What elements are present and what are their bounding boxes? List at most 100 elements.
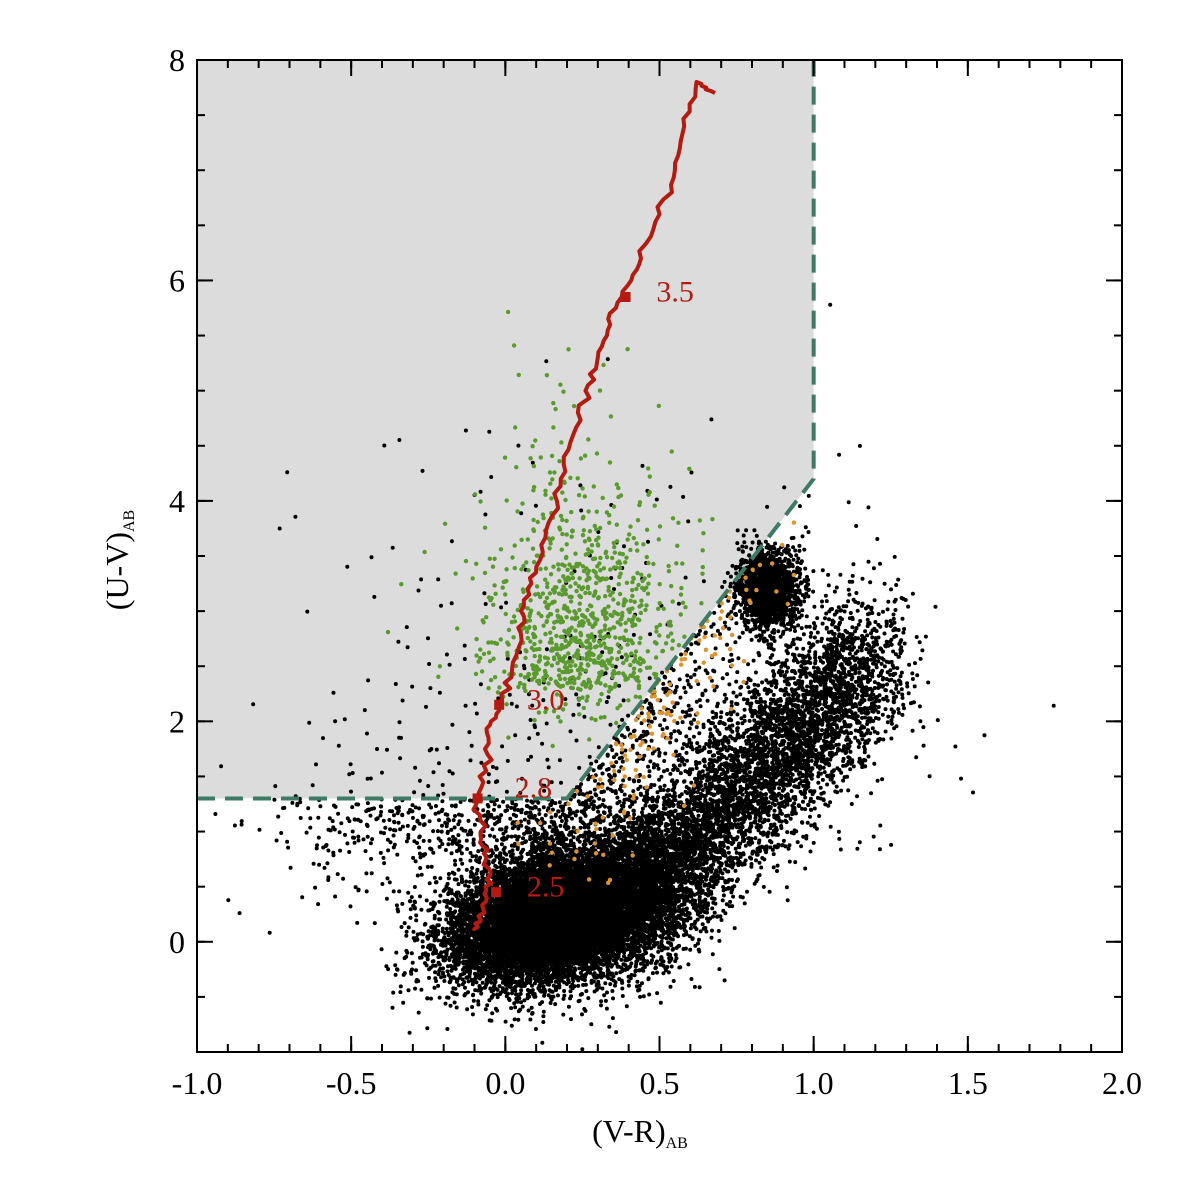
- field-point: [427, 819, 432, 824]
- field-point: [408, 915, 413, 920]
- field-point: [422, 922, 427, 927]
- field-point: [273, 784, 278, 789]
- field-point: [638, 994, 643, 999]
- field-point: [896, 710, 901, 715]
- field-point: [540, 1040, 545, 1045]
- field-point: [854, 591, 859, 595]
- field-point: [553, 1002, 558, 1007]
- field-point: [676, 601, 681, 606]
- field-point: [571, 712, 576, 717]
- field-point: [451, 818, 456, 823]
- field-point: [847, 592, 852, 597]
- field-point: [752, 528, 757, 533]
- field-point: [757, 838, 762, 843]
- field-point: [835, 725, 840, 730]
- field-point: [347, 772, 352, 777]
- field-point: [889, 842, 894, 847]
- field-point: [689, 651, 694, 656]
- field-point: [528, 1017, 533, 1022]
- field-point: [680, 720, 685, 725]
- field-point: [557, 800, 562, 805]
- field-point: [906, 604, 911, 609]
- field-point: [407, 1030, 412, 1035]
- field-point: [610, 989, 615, 993]
- field-point: [579, 508, 584, 513]
- field-point: [516, 1017, 521, 1022]
- field-point: [413, 765, 418, 770]
- field-point: [298, 816, 303, 820]
- field-point: [446, 876, 451, 881]
- field-point: [520, 1004, 525, 1009]
- field-point: [410, 815, 415, 820]
- field-point: [722, 579, 727, 584]
- field-point: [492, 802, 497, 807]
- field-point: [442, 979, 447, 983]
- field-point: [478, 1059, 482, 1063]
- field-point: [686, 703, 691, 708]
- field-point: [300, 895, 305, 900]
- field-point: [524, 839, 528, 844]
- field-point: [668, 771, 673, 776]
- field-point: [390, 545, 395, 550]
- field-point: [703, 688, 708, 693]
- field-point: [873, 620, 878, 624]
- field-point: [656, 766, 661, 771]
- field-point: [726, 850, 731, 855]
- field-point: [490, 994, 494, 999]
- field-point: [735, 541, 740, 546]
- field-point: [771, 865, 776, 870]
- field-point: [720, 585, 725, 589]
- field-point: [424, 898, 429, 903]
- field-point: [342, 717, 347, 722]
- field-point: [894, 583, 899, 587]
- field-point: [404, 839, 409, 844]
- field-point: [858, 619, 863, 623]
- field-point: [820, 604, 825, 609]
- field-point: [910, 677, 915, 681]
- field-point: [825, 782, 830, 787]
- field-point: [573, 813, 578, 818]
- field-point: [834, 585, 839, 590]
- field-point: [662, 674, 667, 679]
- field-point: [387, 818, 392, 822]
- field-point: [727, 659, 732, 663]
- field-point: [364, 871, 369, 876]
- field-point: [419, 987, 424, 992]
- field-point: [356, 888, 361, 893]
- field-point: [878, 561, 882, 566]
- field-point: [689, 977, 694, 981]
- field-point: [747, 690, 752, 695]
- field-point: [345, 841, 350, 846]
- field-point: [427, 975, 431, 980]
- field-point: [452, 1000, 457, 1005]
- field-point: [725, 642, 729, 647]
- field-point: [820, 707, 824, 711]
- field-point: [454, 992, 459, 997]
- field-point: [796, 623, 801, 628]
- field-point: [900, 692, 905, 697]
- field-point: [658, 1000, 663, 1005]
- field-point: [316, 815, 321, 820]
- field-point: [526, 1008, 531, 1013]
- field-point: [385, 876, 390, 881]
- field-point: [449, 601, 454, 606]
- field-point: [307, 720, 312, 725]
- field-point: [482, 591, 487, 596]
- field-point: [549, 815, 554, 820]
- field-point: [615, 795, 620, 800]
- field-point: [219, 764, 224, 769]
- field-point: [784, 885, 789, 890]
- field-point: [604, 700, 609, 704]
- field-point: [870, 726, 875, 731]
- field-galaxy-points: [213, 302, 1056, 1063]
- field-point: [483, 512, 488, 517]
- field-point: [795, 560, 800, 565]
- field-point: [740, 544, 745, 549]
- field-point: [390, 1005, 395, 1010]
- field-point: [398, 990, 403, 995]
- field-point: [435, 829, 440, 834]
- field-point: [742, 714, 747, 719]
- field-point: [365, 834, 370, 839]
- field-point: [665, 725, 670, 730]
- field-point: [795, 840, 800, 845]
